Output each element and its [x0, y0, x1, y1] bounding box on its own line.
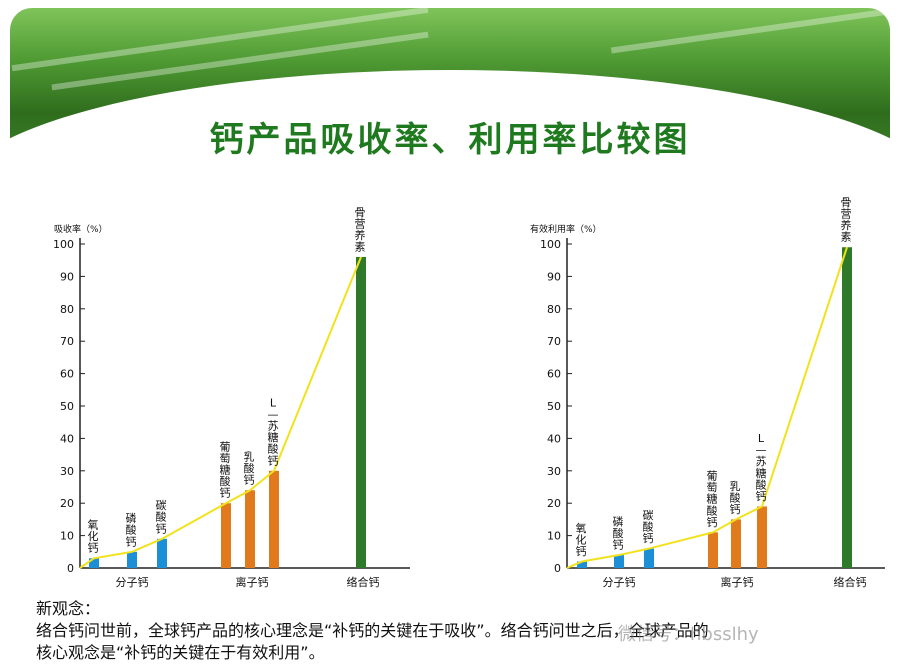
y-tick-label: 40 — [547, 432, 561, 445]
group-label: 分子钙 — [603, 575, 636, 589]
group-label: 离子钙 — [721, 575, 754, 589]
y-tick-label: 10 — [60, 530, 74, 543]
bar-2 — [614, 555, 624, 568]
bar-5 — [245, 490, 255, 568]
footer-line-1: 络合钙问世前，全球钙产品的核心理念是“补钙的关键在于吸收”。络合钙问世之后，全球… — [36, 621, 709, 640]
y-axis-label: 吸收率（%） — [54, 223, 108, 235]
category-label: 乳酸钙 — [730, 480, 741, 516]
slide-title: 钙产品吸收率、利用率比较图 — [209, 120, 691, 160]
y-tick-label: 100 — [53, 238, 74, 251]
y-tick-label: 80 — [60, 303, 74, 316]
bar-4 — [708, 532, 718, 568]
y-tick-label: 20 — [60, 497, 74, 510]
y-tick-label: 90 — [547, 270, 561, 283]
y-tick-label: 10 — [547, 530, 561, 543]
bar-7 — [842, 247, 852, 569]
category-label: 葡萄糖酸钙 — [707, 470, 718, 529]
y-tick-label: 100 — [540, 238, 561, 251]
category-label: 骨营养素 — [841, 196, 852, 244]
bar-5 — [731, 519, 741, 568]
category-label: 骨营养素 — [355, 206, 366, 254]
category-label: 碳酸钙 — [156, 498, 167, 535]
y-tick-label: 70 — [547, 335, 561, 348]
y-tick-label: 20 — [547, 497, 561, 510]
group-label: 分子钙 — [116, 575, 149, 589]
trend-curve — [79, 256, 362, 569]
category-label: 磷酸钙 — [126, 512, 137, 548]
bar-6 — [269, 470, 279, 568]
y-tick-label: 50 — [60, 400, 74, 413]
category-label: 乳酸钙 — [244, 451, 255, 487]
category-label: L —苏糖酸钙 — [268, 397, 279, 468]
y-tick-label: 70 — [60, 335, 74, 348]
y-tick-label: 0 — [554, 562, 561, 575]
bar-3 — [644, 548, 654, 568]
group-label: 络合钙 — [834, 575, 867, 589]
y-tick-label: 0 — [67, 562, 74, 575]
bar-2 — [127, 551, 137, 568]
group-label: 络合钙 — [347, 575, 380, 589]
y-tick-label: 30 — [547, 465, 561, 478]
y-tick-label: 40 — [60, 432, 74, 445]
bar-7 — [356, 256, 366, 568]
footer-line-2: 核心观念是“补钙的关键在于有效利用”。 — [36, 643, 325, 662]
category-label: 磷酸钙 — [613, 515, 624, 551]
footer-text: 新观念： 络合钙问世前，全球钙产品的核心理念是“补钙的关键在于吸收”。络合钙问世… — [36, 598, 886, 664]
category-label: L —苏糖酸钙 — [756, 432, 767, 503]
bar-1 — [89, 558, 99, 568]
category-label: 葡萄糖酸钙 — [220, 440, 231, 499]
header-banner — [10, 8, 890, 158]
bar-3 — [157, 538, 167, 568]
y-axis-label: 有效利用率（%） — [530, 223, 602, 235]
watermark: 微信号：hbsslhy — [618, 624, 759, 645]
category-label: 氧化钙 — [576, 521, 587, 558]
category-label: 氧化钙 — [88, 518, 99, 555]
trend-curve — [566, 246, 848, 569]
y-tick-label: 30 — [60, 465, 74, 478]
y-tick-label: 50 — [547, 400, 561, 413]
footer-heading: 新观念： — [36, 599, 101, 618]
category-label: 碳酸钙 — [643, 508, 654, 545]
bar-4 — [221, 503, 231, 568]
y-tick-label: 60 — [547, 368, 561, 381]
group-label: 离子钙 — [236, 575, 269, 589]
bar-1 — [577, 561, 587, 568]
bar-6 — [757, 506, 767, 568]
y-tick-label: 80 — [547, 303, 561, 316]
y-tick-label: 90 — [60, 270, 74, 283]
y-tick-label: 60 — [60, 368, 74, 381]
